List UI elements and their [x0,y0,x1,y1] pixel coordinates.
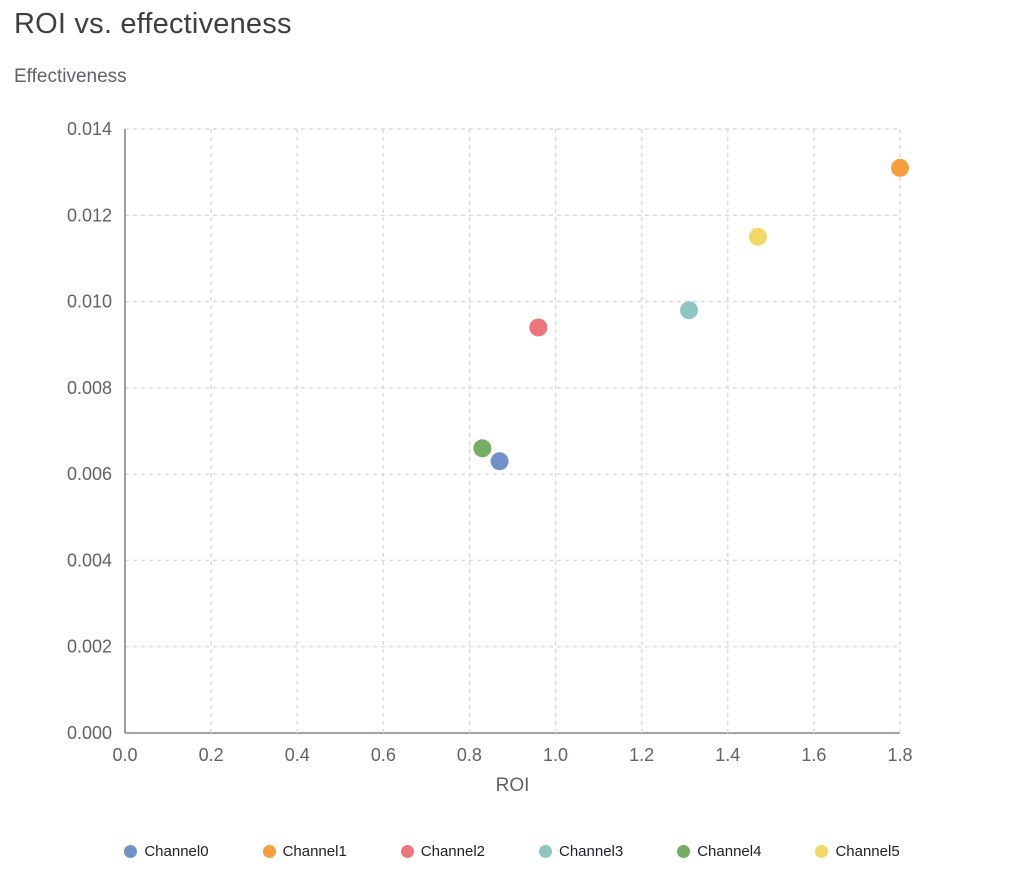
point-channel2[interactable] [529,318,548,337]
point-channel3[interactable] [680,301,699,320]
y-tick-label: 0.010 [67,292,112,312]
legend-marker-icon [124,845,138,858]
y-tick-label: 0.014 [67,119,112,139]
x-tick-label: 1.4 [715,745,740,765]
legend-item-channel0[interactable]: Channel0 [124,843,209,860]
x-tick-label: 0.4 [285,745,310,765]
legend-item-channel5[interactable]: Channel5 [815,843,900,860]
point-channel0[interactable] [490,452,509,471]
legend-item-channel2[interactable]: Channel2 [400,843,485,860]
y-tick-label: 0.012 [67,205,112,225]
y-tick-label: 0.008 [67,378,112,398]
point-channel5[interactable] [748,227,767,246]
legend-label: Channel3 [559,843,624,860]
legend-marker-icon [539,845,552,858]
x-tick-label: 1.0 [543,745,568,765]
chart-title: ROI vs. effectiveness [14,8,292,40]
legend-label: Channel1 [282,843,347,860]
x-tick-label: 1.8 [887,745,912,765]
x-tick-label: 0.2 [199,745,224,765]
y-tick-label: 0.006 [67,464,112,484]
legend: Channel0 Channel1 Channel2 Channel3 Channel4… [0,843,1024,860]
legend-label: Channel5 [835,843,900,860]
x-tick-label: 0.0 [112,745,137,765]
legend-marker-icon [400,845,414,858]
legend-label: Channel2 [420,843,485,860]
legend-label: Channel0 [144,843,209,860]
legend-label: Channel4 [697,843,762,860]
y-tick-label: 0.002 [67,637,112,657]
legend-item-channel1[interactable]: Channel1 [262,843,347,860]
point-channel4[interactable] [473,439,492,458]
legend-marker-icon [677,845,691,858]
legend-item-channel4[interactable]: Channel4 [677,843,761,860]
y-tick-label: 0.004 [67,550,112,570]
y-axis-title: Effectiveness [14,66,127,87]
legend-item-channel3[interactable]: Channel3 [539,843,623,860]
x-tick-label: 1.6 [801,745,826,765]
legend-marker-icon [815,845,829,858]
x-tick-label: 1.2 [629,745,654,765]
y-tick-label: 0.000 [67,723,112,743]
point-channel1[interactable] [891,158,909,177]
x-tick-label: 0.8 [457,745,482,765]
x-axis-title: ROI [495,775,530,796]
x-tick-label: 0.6 [371,745,396,765]
legend-marker-icon [262,845,276,858]
